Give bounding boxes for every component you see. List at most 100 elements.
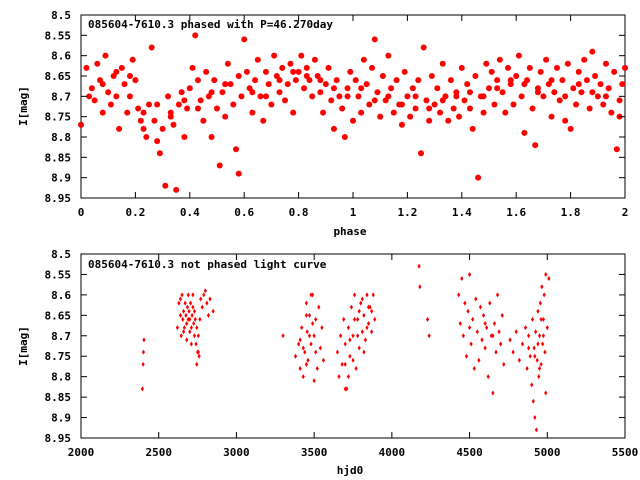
- unphased-data-point: [352, 316, 357, 322]
- phased-data-point: [271, 52, 278, 59]
- unphased-data-point: [525, 365, 529, 371]
- unphased-data-point: [533, 415, 537, 421]
- unphased-data-point: [491, 333, 495, 339]
- phased-data-point: [129, 56, 136, 63]
- phased-data-point: [575, 68, 582, 75]
- phased-data-point: [428, 73, 435, 79]
- phased-data-point: [235, 170, 242, 177]
- phased-data-point: [388, 85, 395, 92]
- phased-data-point: [192, 32, 199, 39]
- phased-data-point: [290, 68, 297, 75]
- unphased-data-point: [488, 300, 492, 306]
- phased-data-point: [262, 93, 269, 100]
- phased-data-point: [622, 64, 628, 71]
- unphased-data-point: [530, 316, 535, 322]
- phased-data-point: [472, 73, 479, 79]
- unphased-data-point: [495, 292, 500, 298]
- unphased-data-point: [497, 329, 501, 335]
- phased-data-point: [173, 186, 180, 193]
- phased-x-tick-label: 0.6: [234, 206, 254, 219]
- unphased-x-axis-ticks: 2000 2500 3000 3500 4000 4500 5000 5500: [68, 254, 638, 459]
- unphased-data-point: [194, 341, 198, 347]
- phased-x-axis-title: phase: [333, 225, 366, 238]
- unphased-data-point: [297, 341, 301, 347]
- phased-x-tick-label: 0: [78, 206, 85, 219]
- phased-y-tick-label: 8.75: [45, 111, 72, 124]
- unphased-data-point: [517, 357, 521, 363]
- phased-data-point: [445, 117, 452, 124]
- unphased-data-point: [199, 296, 203, 302]
- phased-data-point: [611, 68, 618, 75]
- unphased-data-point: [537, 365, 542, 371]
- unphased-data-point: [298, 365, 302, 371]
- unphased-data-point: [191, 292, 195, 298]
- phased-data-point: [252, 77, 259, 84]
- unphased-data-point: [539, 316, 543, 322]
- phased-data-point: [344, 85, 351, 92]
- unphased-data-point: [188, 300, 193, 306]
- phased-data-point: [592, 73, 599, 79]
- phased-data-point: [559, 77, 566, 84]
- unphased-data-point: [197, 353, 201, 359]
- phased-data-point: [494, 85, 501, 92]
- unphased-data-point: [195, 361, 199, 367]
- phased-data-point: [178, 89, 185, 96]
- unphased-data-point: [363, 337, 368, 343]
- phased-data-point: [567, 125, 574, 132]
- unphased-data-point: [486, 374, 490, 380]
- phased-data-point: [214, 105, 220, 112]
- unphased-data-point: [281, 333, 285, 339]
- phased-data-point: [186, 85, 193, 92]
- phased-data-point: [418, 150, 424, 157]
- unphased-data-point: [298, 337, 302, 343]
- unphased-x-tick-label: 3500: [301, 446, 328, 459]
- phased-data-point: [249, 109, 256, 116]
- phased-data-point: [154, 138, 161, 145]
- unphased-data-point: [477, 357, 481, 363]
- unphased-data-point: [189, 325, 193, 331]
- unphased-data-point: [175, 325, 179, 331]
- unphased-data-point: [192, 308, 197, 314]
- unphased-data-point: [373, 316, 377, 322]
- phased-data-point: [184, 105, 191, 112]
- unphased-data-point: [141, 349, 146, 355]
- unphased-data-point: [534, 329, 538, 335]
- unphased-data-point: [543, 349, 547, 355]
- phased-data-point: [116, 125, 123, 132]
- unphased-chart-title: 085604-7610.3 not phased light curve: [88, 258, 327, 271]
- phased-data-point: [159, 125, 166, 132]
- phased-data-point: [586, 105, 593, 112]
- unphased-data-point: [461, 333, 465, 339]
- phased-data-point: [363, 81, 370, 88]
- phased-data-point: [194, 105, 201, 112]
- phased-data-point: [409, 85, 416, 92]
- phased-data-point: [336, 93, 343, 100]
- phased-data-point: [350, 117, 356, 124]
- unphased-data-point: [346, 374, 350, 380]
- unphased-data-point: [545, 325, 549, 331]
- phased-y-tick-label: 8.65: [45, 70, 72, 83]
- unphased-data-point: [315, 365, 319, 371]
- unphased-data-point: [542, 292, 546, 298]
- phased-data-point: [113, 68, 120, 75]
- phased-data-point: [282, 97, 288, 104]
- phased-data-point: [197, 97, 204, 104]
- phased-data-point: [233, 146, 240, 153]
- unphased-data-point: [321, 357, 326, 363]
- phased-data-point: [564, 60, 571, 67]
- unphased-data-point: [535, 357, 539, 363]
- phased-data-point: [461, 97, 468, 104]
- unphased-data-point: [312, 333, 316, 339]
- unphased-y-tick-label: 8.55: [45, 268, 72, 281]
- unphased-y-tick-label: 8.75: [45, 350, 72, 363]
- phased-data-point: [532, 142, 539, 149]
- unphased-data-point: [541, 341, 545, 347]
- phased-y-axis-title: I[mag]: [17, 86, 30, 126]
- phased-data-point: [358, 109, 365, 116]
- phased-data-point: [605, 85, 612, 92]
- phased-data-point: [616, 97, 623, 104]
- phased-data-point: [355, 93, 362, 100]
- unphased-x-tick-label: 3000: [223, 446, 250, 459]
- unphased-data-point: [511, 349, 515, 355]
- unphased-data-point: [309, 292, 313, 298]
